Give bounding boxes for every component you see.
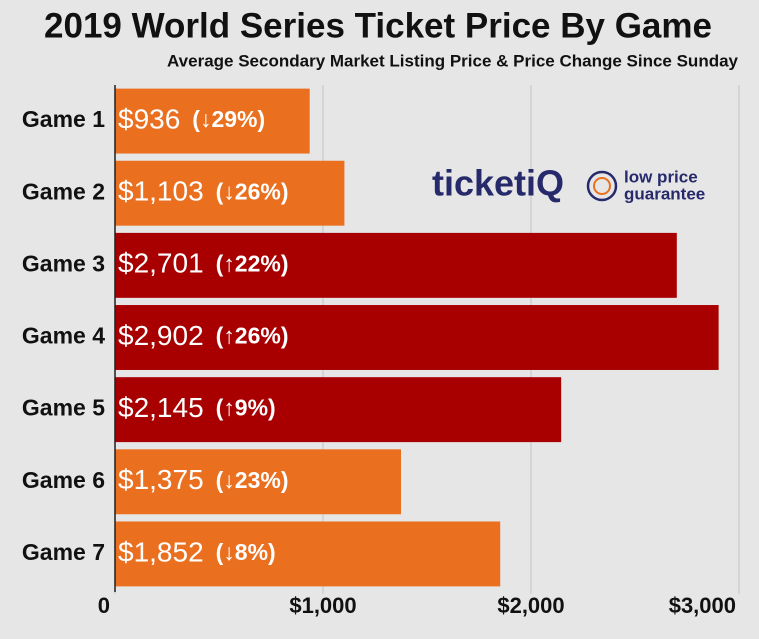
y-tick-label: Game 7 bbox=[22, 539, 105, 565]
logo-brand: ticketiQ bbox=[432, 163, 564, 204]
bar bbox=[115, 160, 345, 226]
bars: $936 (↓29%) $1,103 (↓26%) $2,701 (↑22%) $2,902… bbox=[115, 88, 719, 587]
value-label: $2,701 bbox=[118, 248, 204, 279]
bar bbox=[115, 232, 677, 298]
x-tick-label: $3,000 bbox=[669, 593, 736, 618]
logo-tagline: guarantee bbox=[624, 184, 705, 203]
y-tick-label: Game 2 bbox=[22, 178, 105, 204]
x-tick-label: $1,000 bbox=[289, 593, 356, 618]
bar bbox=[115, 88, 310, 154]
change-label: (↓26%) bbox=[216, 178, 289, 204]
chart-subtitle: Average Secondary Market Listing Price &… bbox=[167, 51, 739, 70]
bar bbox=[115, 377, 562, 443]
logo-icon bbox=[593, 177, 611, 195]
bar bbox=[115, 449, 401, 515]
y-tick-label: Game 3 bbox=[22, 250, 105, 276]
value-label: $2,145 bbox=[118, 392, 204, 423]
value-label: $1,375 bbox=[118, 464, 204, 495]
change-label: (↓29%) bbox=[192, 106, 265, 132]
change-label: (↓23%) bbox=[216, 467, 289, 493]
y-tick-label: Game 1 bbox=[22, 106, 105, 132]
x-tick-label: $2,000 bbox=[497, 593, 564, 618]
value-label: $936 bbox=[118, 103, 180, 134]
bar bbox=[115, 305, 719, 370]
value-label: $1,103 bbox=[118, 176, 204, 207]
value-label: $1,852 bbox=[118, 536, 204, 567]
x-tick-label: 0 bbox=[98, 593, 110, 618]
y-tick-label: Game 6 bbox=[22, 467, 105, 493]
chart-title: 2019 World Series Ticket Price By Game bbox=[44, 6, 712, 45]
y-tick-label: Game 4 bbox=[22, 323, 105, 349]
change-label: (↑9%) bbox=[216, 395, 276, 421]
value-label: $2,902 bbox=[118, 320, 204, 351]
logo: ticketiQ low price guarantee bbox=[432, 163, 705, 204]
change-label: (↑26%) bbox=[216, 323, 289, 349]
y-tick-label: Game 5 bbox=[22, 395, 105, 421]
change-label: (↓8%) bbox=[216, 539, 276, 565]
bar bbox=[115, 521, 501, 587]
change-label: (↑22%) bbox=[216, 250, 289, 276]
logo-icon bbox=[586, 170, 618, 202]
logo-tagline: low price bbox=[624, 167, 698, 186]
